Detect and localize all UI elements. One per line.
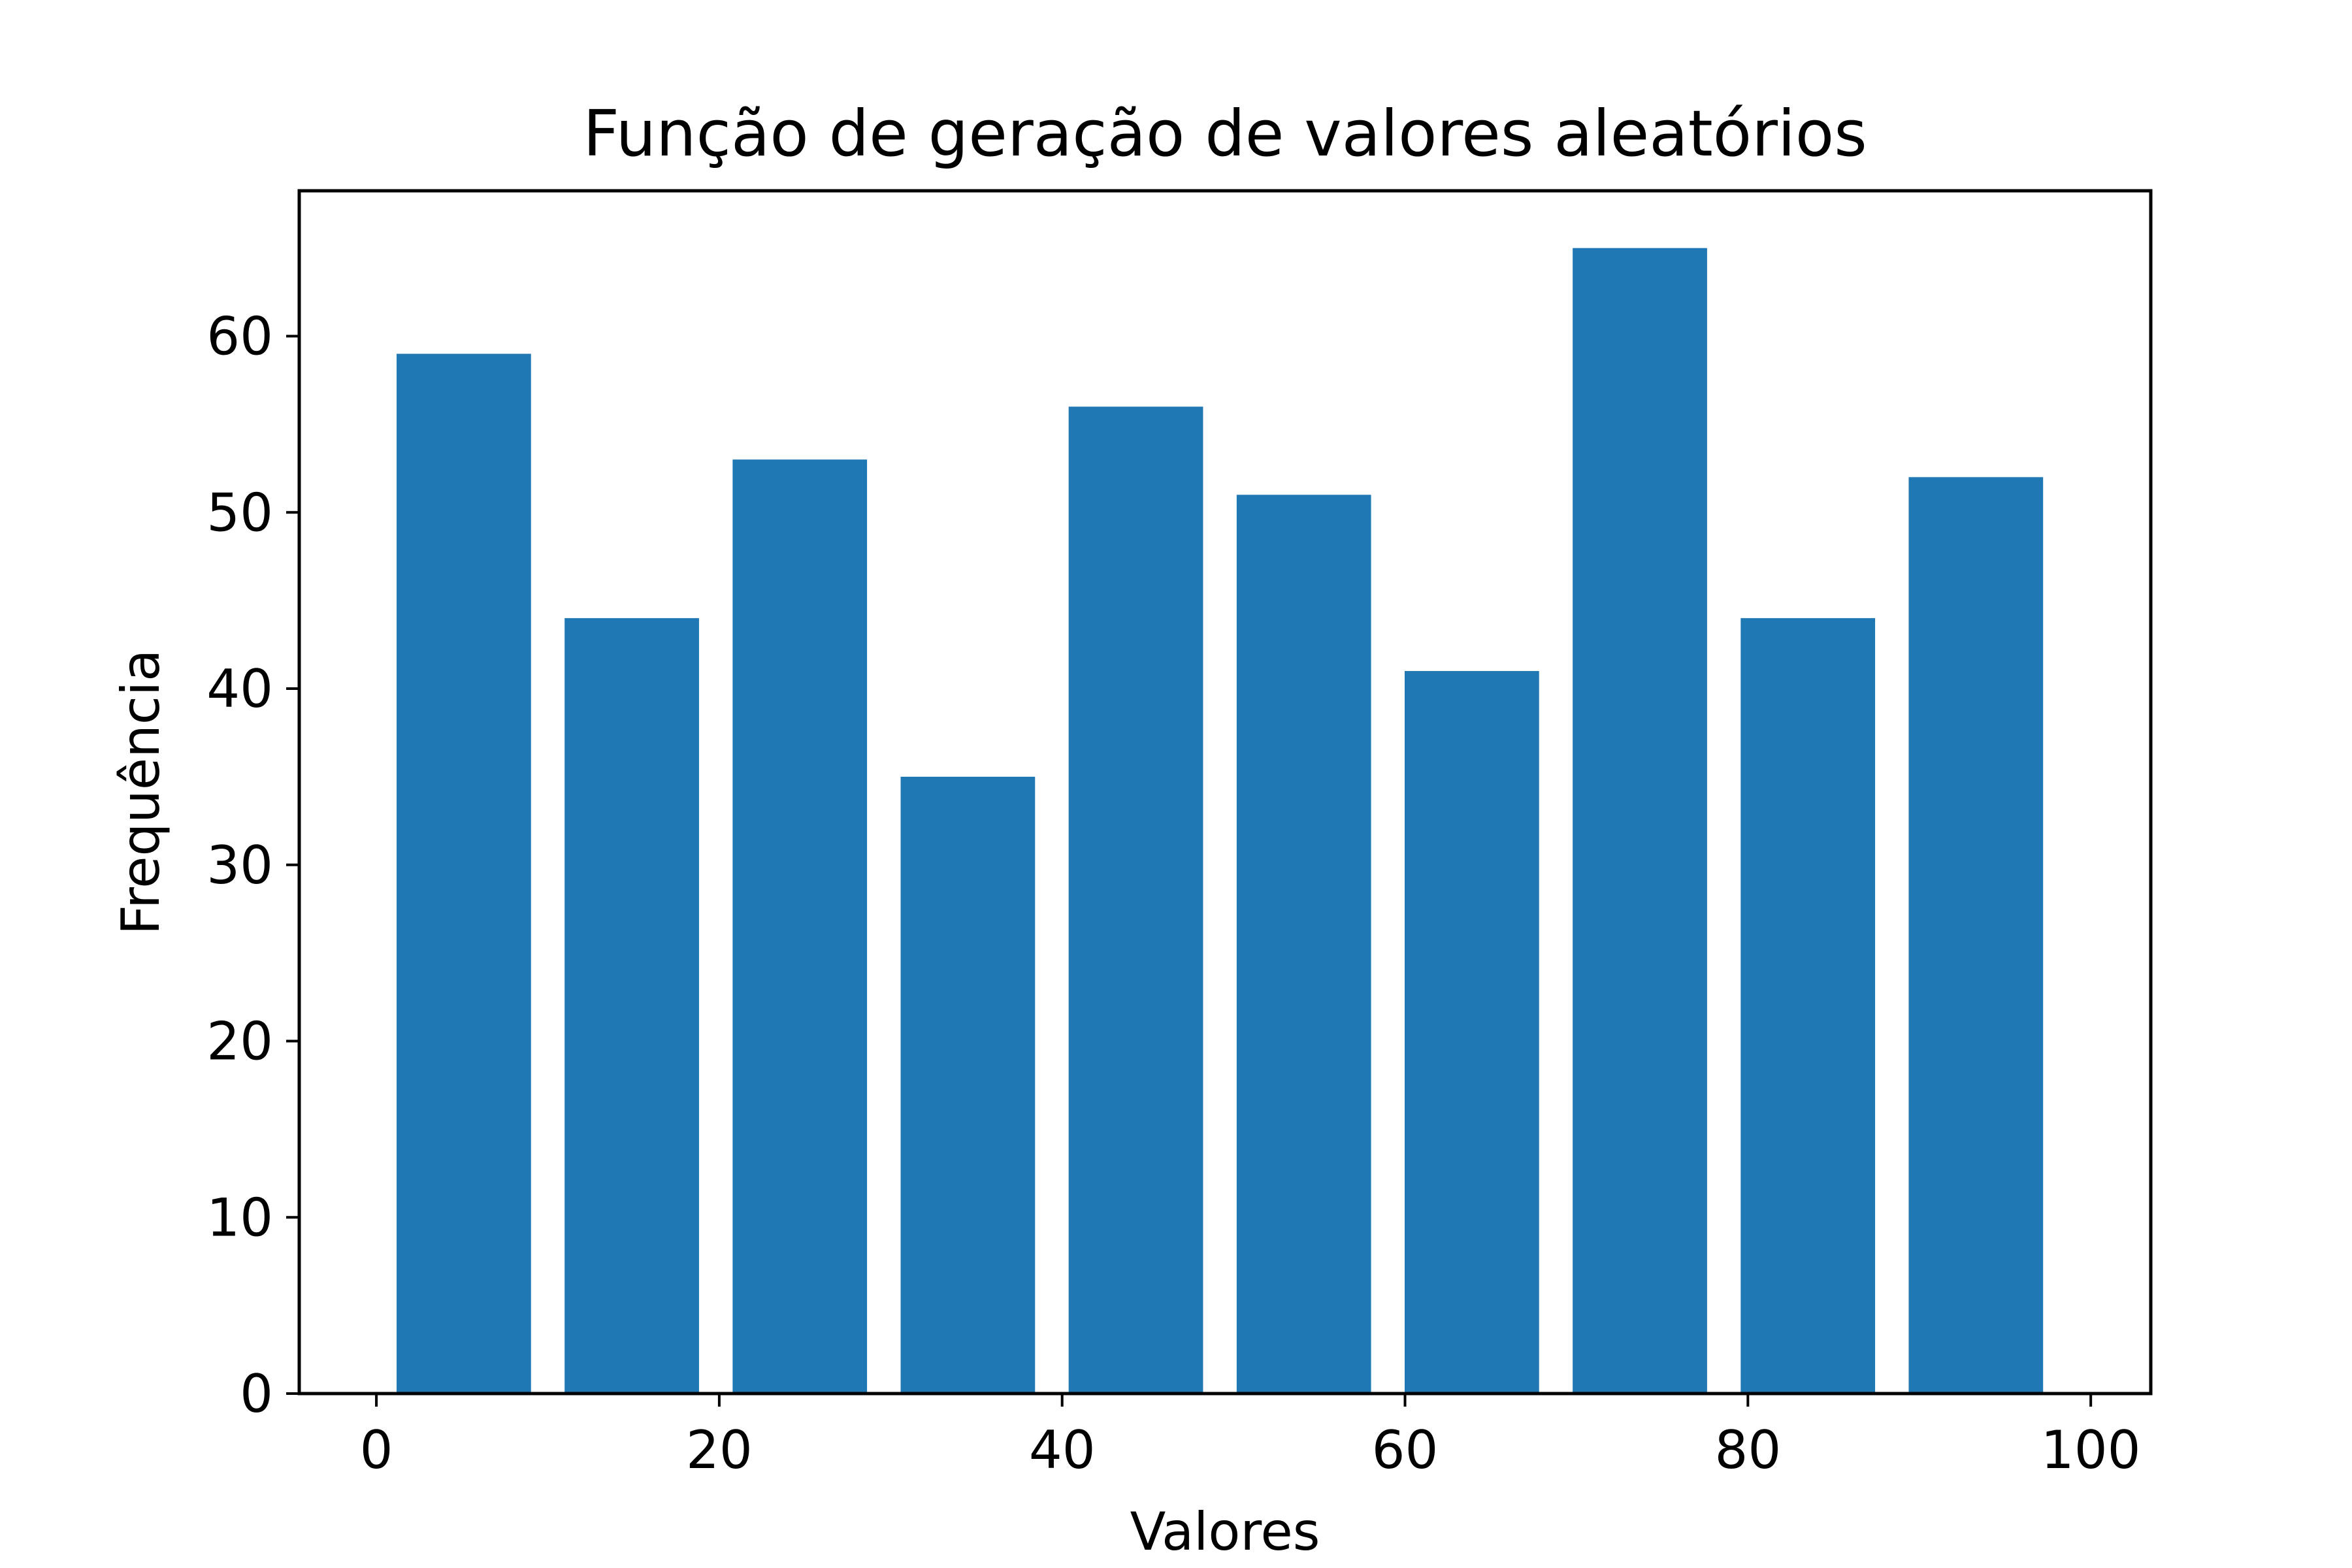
y-tick-label-3: 30 xyxy=(206,835,273,896)
bar-8 xyxy=(1740,618,1876,1394)
y-tick-label-4: 40 xyxy=(206,659,273,719)
x-tick-label-0: 0 xyxy=(360,1420,393,1480)
bar-3 xyxy=(900,776,1036,1394)
y-tick-label-2: 20 xyxy=(206,1011,273,1072)
x-tick-label-2: 40 xyxy=(1029,1420,1096,1480)
bar-9 xyxy=(1908,477,2044,1394)
bar-2 xyxy=(732,459,868,1394)
y-tick-label-5: 50 xyxy=(206,482,273,543)
chart-title: Função de geração de valores aleatórios xyxy=(583,97,1867,171)
bars-layer xyxy=(397,248,2044,1394)
y-axis-ticks: 0 10 20 30 40 50 60 xyxy=(206,306,299,1424)
x-tick-label-5: 100 xyxy=(2041,1420,2141,1480)
bar-0 xyxy=(397,353,531,1394)
x-tick-label-3: 60 xyxy=(1372,1420,1439,1480)
x-tick-label-4: 80 xyxy=(1714,1420,1781,1480)
bar-5 xyxy=(1236,495,1371,1394)
bar-1 xyxy=(564,618,699,1394)
x-tick-label-1: 20 xyxy=(686,1420,753,1480)
y-tick-label-1: 10 xyxy=(206,1187,273,1248)
x-axis-label: Valores xyxy=(1130,1501,1320,1562)
y-tick-label-6: 60 xyxy=(206,306,273,367)
bar-7 xyxy=(1573,248,1707,1394)
bar-4 xyxy=(1068,406,1203,1394)
bar-6 xyxy=(1405,671,1539,1394)
axes-frame xyxy=(297,189,2153,1396)
y-tick-label-0: 0 xyxy=(240,1364,273,1424)
y-axis-label: Frequência xyxy=(110,649,171,935)
x-axis-ticks: 0 20 40 60 80 100 xyxy=(360,1394,2141,1480)
